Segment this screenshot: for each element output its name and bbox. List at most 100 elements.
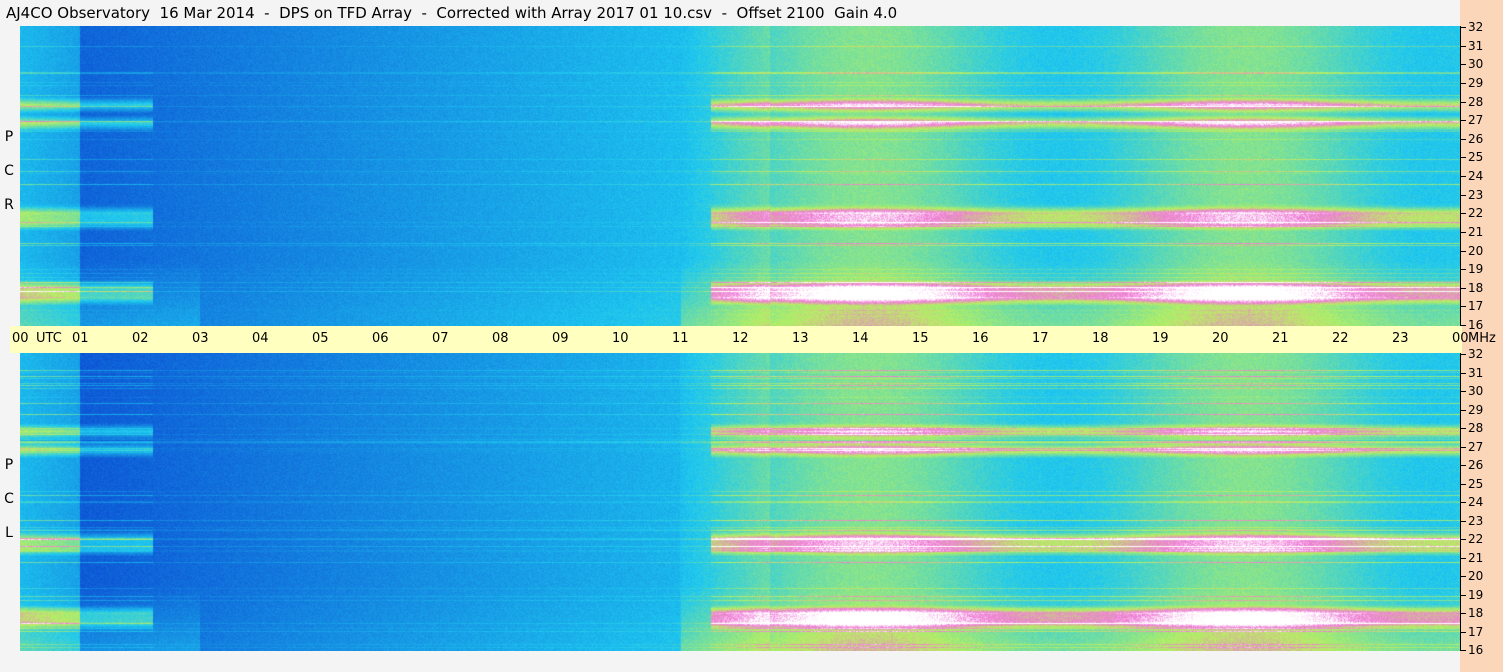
- frequency-tick-label: 27: [1468, 439, 1484, 454]
- frequency-tick-label: 19: [1468, 262, 1484, 277]
- frequency-tick: [1460, 138, 1466, 140]
- frequency-tick: [1460, 287, 1466, 289]
- frequency-tick-label: 17: [1468, 624, 1484, 639]
- frequency-tick: [1460, 409, 1466, 411]
- panel-label-letter: R: [4, 197, 14, 213]
- time-tick-label: 07: [432, 331, 449, 346]
- panel-label-letter: P: [4, 457, 14, 473]
- frequency-tick-label: 16: [1468, 318, 1484, 332]
- time-tick-label: 15: [912, 331, 929, 346]
- frequency-tick: [1460, 194, 1466, 196]
- frequency-tick-label: 32: [1468, 20, 1484, 34]
- frequency-tick-label: 27: [1468, 113, 1484, 128]
- frequency-tick: [1460, 231, 1466, 233]
- time-tick-label: 12: [732, 331, 749, 346]
- time-tick-label: 09: [552, 331, 569, 346]
- frequency-tick: [1460, 483, 1466, 485]
- axis-corner-top: [1460, 0, 1503, 26]
- time-tick-label: 16: [972, 331, 989, 346]
- frequency-tick-label: 29: [1468, 402, 1484, 417]
- frequency-tick: [1460, 269, 1466, 271]
- time-tick-label: 06: [372, 331, 389, 346]
- frequency-tick-label: 30: [1468, 57, 1484, 72]
- panel-label-letter: C: [4, 163, 14, 179]
- time-unit-label: UTC: [36, 331, 62, 346]
- frequency-tick: [1460, 557, 1466, 559]
- frequency-tick: [1460, 213, 1466, 215]
- frequency-tick: [1460, 428, 1466, 429]
- time-tick-label: 18: [1092, 331, 1109, 346]
- frequency-tick-label: 21: [1468, 224, 1484, 239]
- frequency-tick-label: 25: [1468, 476, 1484, 491]
- frequency-tick-label: 29: [1468, 75, 1484, 90]
- frequency-tick-label: 25: [1468, 150, 1484, 165]
- frequency-tick: [1460, 502, 1466, 503]
- panel-label-letter: L: [5, 525, 13, 541]
- frequency-tick-label: 16: [1468, 643, 1484, 657]
- frequency-tick: [1460, 250, 1466, 252]
- spectrogram-canvas-lcp: [20, 353, 1460, 651]
- frequency-tick-label: 31: [1468, 38, 1484, 53]
- spectrogram-canvas-rcp: [20, 26, 1460, 326]
- frequency-tick-label: 28: [1468, 421, 1484, 435]
- frequency-tick-label: 17: [1468, 299, 1484, 314]
- time-tick-label: 08: [492, 331, 509, 346]
- frequency-unit-label: MHz: [1468, 331, 1496, 346]
- frequency-tick: [1460, 45, 1466, 47]
- frequency-tick-label: 18: [1468, 280, 1484, 295]
- panel-label-letter: C: [4, 491, 14, 507]
- frequency-tick: [1460, 520, 1466, 522]
- frequency-tick-label: 26: [1468, 131, 1484, 146]
- time-tick-label: 13: [792, 331, 809, 346]
- time-axis: 00 UTC 01 02 03 04 05 06 07 08 09 10 11 12 13 14 15 16 17 1…: [10, 326, 1496, 353]
- frequency-tick: [1460, 594, 1466, 596]
- frequency-axis-rcp: 16 17 18 19 20 21 22 23 24 25 26 27 28 29 30 31 32: [1460, 20, 1503, 332]
- frequency-tick: [1460, 306, 1466, 308]
- time-tick-label: 22: [1332, 331, 1349, 346]
- frequency-tick: [1460, 391, 1466, 392]
- panel-label-letter: P: [4, 129, 14, 145]
- frequency-tick: [1460, 650, 1466, 651]
- frequency-tick: [1460, 631, 1466, 633]
- time-tick-label: 03: [192, 331, 209, 346]
- time-tick-label: 10: [612, 331, 629, 346]
- time-tick-label: 05: [312, 331, 329, 346]
- frequency-tick: [1460, 64, 1466, 66]
- frequency-tick-label: 24: [1468, 169, 1484, 183]
- frequency-tick: [1460, 539, 1466, 540]
- frequency-tick-label: 20: [1468, 243, 1484, 258]
- time-tick-label: 23: [1392, 331, 1409, 346]
- frequency-tick-label: 22: [1468, 532, 1484, 546]
- frequency-tick-label: 23: [1468, 187, 1484, 202]
- frequency-tick-label: 18: [1468, 606, 1484, 620]
- frequency-tick: [1460, 82, 1466, 84]
- frequency-tick: [1460, 354, 1466, 355]
- frequency-tick-label: 32: [1468, 347, 1484, 361]
- frequency-tick: [1460, 372, 1466, 374]
- frequency-tick-label: 19: [1468, 587, 1484, 602]
- frequency-tick-label: 30: [1468, 384, 1484, 398]
- time-tick-label: 19: [1152, 331, 1169, 346]
- chart-title: AJ4CO Observatory 16 Mar 2014 - DPS on T…: [6, 4, 898, 22]
- time-tick-label: 14: [852, 331, 869, 346]
- axis-corner-mid: [1460, 326, 1503, 353]
- axis-corner-bottom: [1460, 651, 1503, 672]
- frequency-tick: [1460, 613, 1466, 614]
- frequency-tick: [1460, 325, 1466, 326]
- time-tick-label: 02: [132, 331, 149, 346]
- frequency-tick-label: 20: [1468, 569, 1484, 583]
- frequency-axis-lcp: 16 17 18 19 20 21 22 23 24 25 26 27 28 29 30 31 32: [1460, 347, 1503, 657]
- frequency-tick: [1460, 576, 1466, 577]
- frequency-tick: [1460, 120, 1466, 122]
- frequency-tick: [1460, 465, 1466, 466]
- frequency-tick-label: 31: [1468, 365, 1484, 380]
- frequency-tick-label: 28: [1468, 94, 1484, 109]
- time-tick-label: 21: [1272, 331, 1289, 346]
- time-tick-label: 00: [12, 331, 29, 346]
- frequency-tick-label: 24: [1468, 495, 1484, 509]
- frequency-tick-label: 22: [1468, 206, 1484, 221]
- frequency-tick-label: 21: [1468, 550, 1484, 565]
- panel-label-rcp: P C R: [0, 120, 18, 222]
- time-tick-label: 00: [1452, 331, 1469, 346]
- spectrogram-rcp: [20, 26, 1460, 326]
